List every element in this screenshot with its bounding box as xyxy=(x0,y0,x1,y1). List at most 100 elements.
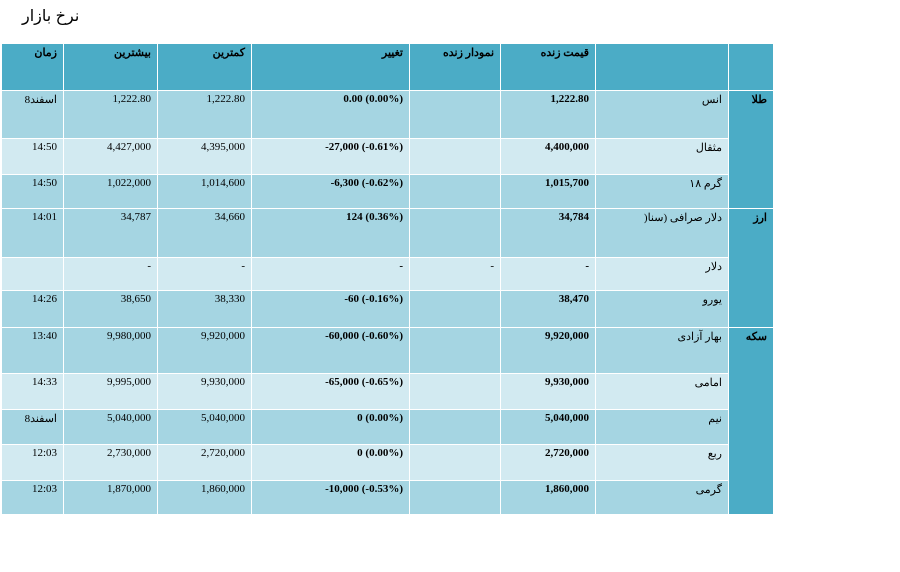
cell-low: 9,920,000 xyxy=(157,327,252,374)
cell-low: 34,660 xyxy=(157,208,252,258)
cell-name: گرم ۱۸ xyxy=(595,174,729,209)
cell-live-chart xyxy=(409,90,501,139)
table-row: 13:40 9,980,000 9,920,000 -60,000 (-0.60%) 9… xyxy=(1,327,774,515)
header-high: بیشترین xyxy=(63,43,158,91)
cell-live-chart: - xyxy=(409,257,501,291)
cell-live-price: 4,400,000 xyxy=(500,138,596,175)
cell-low: 2,720,000 xyxy=(157,444,252,481)
cell-low: - xyxy=(157,257,252,291)
cell-live-price: 1,860,000 xyxy=(500,480,596,515)
cell-live-price: 1,222.80 xyxy=(500,90,596,139)
cell-live-chart xyxy=(409,138,501,175)
page-title: نرخ بازار xyxy=(22,8,80,25)
cell-name: دلار xyxy=(595,257,729,291)
table-row: 14:50 4,427,000 4,395,000 -27,000 (-0.61%) 4… xyxy=(1,138,774,175)
cell-low: 1,860,000 xyxy=(157,480,252,515)
table-row: 14:01 34,787 34,660 124 (0.36%) 34,784 دلار ص… xyxy=(1,208,774,328)
cell-high: 1,222.80 xyxy=(63,90,158,139)
cell-name: دلار صرافی (سنا( xyxy=(595,208,729,258)
cell-time xyxy=(1,257,64,291)
header-time: زمان xyxy=(1,43,64,91)
cell-name: مثقال xyxy=(595,138,729,175)
cell-name: ربع xyxy=(595,444,729,481)
cell-change: - xyxy=(251,257,410,291)
cell-live-chart xyxy=(409,444,501,481)
cell-live-price: 34,784 xyxy=(500,208,596,258)
cell-change: -27,000 (-0.61%) xyxy=(251,138,410,175)
cell-live-price: - xyxy=(500,257,596,291)
table-row: 8اسفند 1,222.80 1,222.80 0.00 (0.00%) 1,222.… xyxy=(1,90,774,209)
cell-name: گرمی xyxy=(595,480,729,515)
cell-time: 13:40 xyxy=(1,327,64,374)
cell-high: - xyxy=(63,257,158,291)
cell-live-price: 38,470 xyxy=(500,290,596,328)
cell-live-price: 5,040,000 xyxy=(500,409,596,445)
cell-low: 4,395,000 xyxy=(157,138,252,175)
cell-name: نیم xyxy=(595,409,729,445)
cell-change: -10,000 (-0.53%) xyxy=(251,480,410,515)
cell-live-chart xyxy=(409,208,501,258)
cell-live-chart xyxy=(409,480,501,515)
cell-change: 124 (0.36%) xyxy=(251,208,410,258)
cell-change: 0 (0.00%) xyxy=(251,409,410,445)
cell-live-chart xyxy=(409,327,501,374)
cell-low: 1,014,600 xyxy=(157,174,252,209)
cell-time: 8اسفند xyxy=(1,90,64,139)
cell-change: 0.00 (0.00%) xyxy=(251,90,410,139)
cell-change: -65,000 (-0.65%) xyxy=(251,373,410,410)
cell-high: 4,427,000 xyxy=(63,138,158,175)
cell-time: 12:03 xyxy=(1,444,64,481)
cell-low: 5,040,000 xyxy=(157,409,252,445)
cell-low: 38,330 xyxy=(157,290,252,328)
cell-name: یورو xyxy=(595,290,729,328)
cell-low: 9,930,000 xyxy=(157,373,252,410)
header-low: کمترین xyxy=(157,43,252,91)
cell-live-price: 2,720,000 xyxy=(500,444,596,481)
market-rates-table: زمان بیشترین کمترین تغییر نمودار زنده قی… xyxy=(1,43,774,515)
cell-change: -60 (-0.16%) xyxy=(251,290,410,328)
cell-name: انس xyxy=(595,90,729,139)
cell-change: -60,000 (-0.60%) xyxy=(251,327,410,374)
cell-high: 2,730,000 xyxy=(63,444,158,481)
cell-time: 14:26 xyxy=(1,290,64,328)
cell-low: 1,222.80 xyxy=(157,90,252,139)
cell-live-chart xyxy=(409,174,501,209)
header-category xyxy=(728,43,774,91)
cell-name: بهار آزادی xyxy=(595,327,729,374)
cell-high: 1,022,000 xyxy=(63,174,158,209)
cell-change: 0 (0.00%) xyxy=(251,444,410,481)
table-row: 12:03 2,730,000 2,720,000 0 (0.00%) 2,720,00… xyxy=(1,444,774,481)
cell-change: -6,300 (-0.62%) xyxy=(251,174,410,209)
cell-time: 12:03 xyxy=(1,480,64,515)
table-header-row: زمان بیشترین کمترین تغییر نمودار زنده قی… xyxy=(1,43,774,91)
cell-high: 1,870,000 xyxy=(63,480,158,515)
cell-live-chart xyxy=(409,409,501,445)
table-row: - - - - - دلار xyxy=(1,257,774,291)
table-row: 14:33 9,995,000 9,930,000 -65,000 (-0.65%) 9… xyxy=(1,373,774,410)
table-row: 8اسفند 5,040,000 5,040,000 0 (0.00%) 5,040,0… xyxy=(1,409,774,445)
cell-live-price: 9,930,000 xyxy=(500,373,596,410)
cell-time: 14:50 xyxy=(1,138,64,175)
table-row: 12:03 1,870,000 1,860,000 -10,000 (-0.53%) 1… xyxy=(1,480,774,515)
cell-name: امامی xyxy=(595,373,729,410)
cell-high: 5,040,000 xyxy=(63,409,158,445)
header-name xyxy=(595,43,729,91)
cell-live-chart xyxy=(409,373,501,410)
cell-high: 9,980,000 xyxy=(63,327,158,374)
table-row: 14:50 1,022,000 1,014,600 -6,300 (-0.62%) 1,… xyxy=(1,174,774,209)
header-live-price: قیمت زنده xyxy=(500,43,596,91)
cell-live-price: 9,920,000 xyxy=(500,327,596,374)
header-change: تغییر xyxy=(251,43,410,91)
cell-time: 14:01 xyxy=(1,208,64,258)
table-row: 14:26 38,650 38,330 -60 (-0.16%) 38,470 یورو xyxy=(1,290,774,328)
cell-live-chart xyxy=(409,290,501,328)
category-cell: طلا xyxy=(728,90,774,209)
cell-high: 9,995,000 xyxy=(63,373,158,410)
cell-time: 14:33 xyxy=(1,373,64,410)
cell-live-price: 1,015,700 xyxy=(500,174,596,209)
cell-time: 14:50 xyxy=(1,174,64,209)
cell-high: 34,787 xyxy=(63,208,158,258)
category-cell: سکه xyxy=(728,327,774,515)
cell-time: 8اسفند xyxy=(1,409,64,445)
cell-high: 38,650 xyxy=(63,290,158,328)
